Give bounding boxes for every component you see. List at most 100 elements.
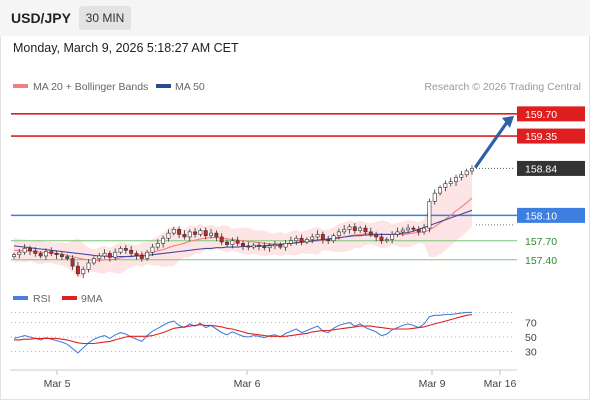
candle xyxy=(459,171,464,181)
candle-body-up xyxy=(294,237,299,242)
level-label-157.40: 157.40 xyxy=(525,255,557,267)
candle xyxy=(22,244,27,255)
candle xyxy=(235,236,240,247)
candle xyxy=(97,252,102,263)
datetime-label: Monday, March 9, 2026 5:18:27 AM CET xyxy=(13,41,239,55)
candle-body-down xyxy=(28,248,32,252)
timeframe-button[interactable]: 30 MIN xyxy=(79,6,131,30)
candle xyxy=(406,224,411,234)
candle-body-up xyxy=(427,201,432,229)
candle xyxy=(262,242,267,251)
candle xyxy=(251,242,256,250)
candle-body-down xyxy=(262,246,267,249)
candle-body-up xyxy=(304,239,309,243)
candle xyxy=(304,237,309,245)
legend-9ma-swatch xyxy=(62,296,77,300)
level-tag-158.10 xyxy=(517,207,585,223)
candle-body-up xyxy=(44,251,48,257)
candle xyxy=(432,189,437,205)
candle xyxy=(65,254,70,261)
candle-body-down xyxy=(225,241,229,245)
candle-body-up xyxy=(145,251,150,259)
candle-body-up xyxy=(283,242,288,248)
candle xyxy=(81,266,86,279)
rsi-tick-70: 70 xyxy=(525,318,537,330)
candle-body-up xyxy=(273,244,277,247)
current-price-tag xyxy=(517,160,585,176)
candle xyxy=(443,180,448,192)
candle xyxy=(75,261,80,277)
candle-body-up xyxy=(267,245,272,249)
candle-body-up xyxy=(432,192,437,202)
candle xyxy=(145,249,150,261)
candle-body-down xyxy=(182,234,187,238)
legend-rsi-label: RSI xyxy=(33,293,51,305)
candle xyxy=(299,234,304,246)
candle-body-up xyxy=(198,230,203,235)
candle-body-down xyxy=(320,234,325,240)
rsi-tick-30: 30 xyxy=(525,347,537,359)
candle xyxy=(352,223,357,234)
x-tick-label: Mar 16 xyxy=(484,378,517,390)
candle xyxy=(171,227,176,236)
candle-body-up xyxy=(310,236,315,240)
candle-body-down xyxy=(214,232,219,238)
legend-ma20-swatch xyxy=(13,84,28,88)
candle xyxy=(358,225,363,233)
candle xyxy=(368,227,373,238)
candle-body-up xyxy=(118,248,123,253)
level-tag-159.35 xyxy=(517,128,585,144)
candle xyxy=(150,243,155,256)
candle-body-down xyxy=(411,227,416,230)
candle xyxy=(91,256,96,266)
candle-body-down xyxy=(278,244,283,248)
candle xyxy=(320,231,325,244)
candle-body-down xyxy=(33,250,38,254)
candle-body-down xyxy=(246,245,251,248)
candle xyxy=(193,228,198,238)
candle xyxy=(54,250,59,259)
candle xyxy=(411,225,416,232)
rsi-panel: 70 50 30 xyxy=(11,311,537,359)
rsi-tick-50: 50 xyxy=(525,332,537,344)
candle-body-down xyxy=(129,249,134,254)
legend-9ma-label: 9MA xyxy=(81,293,103,305)
candle xyxy=(363,224,368,236)
candle xyxy=(28,245,32,256)
forecast-arrow-head xyxy=(502,115,514,128)
candle-body-down xyxy=(374,234,379,238)
candle-body-down xyxy=(70,258,75,267)
candle xyxy=(113,248,118,261)
candle-body-up xyxy=(161,237,166,244)
candle xyxy=(278,242,283,250)
candle xyxy=(123,245,128,255)
candle-body-up xyxy=(166,232,171,239)
forecast-arrow-shaft xyxy=(474,119,510,169)
candle xyxy=(44,248,48,260)
candle xyxy=(198,228,203,237)
candle-body-down xyxy=(241,242,245,247)
candle xyxy=(336,228,341,240)
candle xyxy=(448,177,453,187)
candle xyxy=(454,174,458,187)
candle-body-up xyxy=(171,229,176,234)
legend-rsi-swatch xyxy=(13,296,28,300)
chart-header: USD/JPY 30 MIN xyxy=(0,0,590,36)
candle xyxy=(422,223,427,235)
x-tick-label: Mar 9 xyxy=(419,378,446,390)
candle-body-up xyxy=(251,244,256,248)
candle xyxy=(288,236,293,247)
candle-body-down xyxy=(193,231,198,235)
candle xyxy=(395,227,400,238)
candle xyxy=(161,235,166,248)
candle xyxy=(374,231,379,242)
candle xyxy=(379,233,384,244)
candle xyxy=(257,241,261,251)
candle xyxy=(464,168,469,177)
candle-body-down xyxy=(139,255,144,259)
candle xyxy=(326,235,331,244)
candle xyxy=(33,247,38,257)
candle-body-down xyxy=(49,251,54,254)
candle-body-up xyxy=(459,174,464,178)
candle xyxy=(470,165,474,175)
